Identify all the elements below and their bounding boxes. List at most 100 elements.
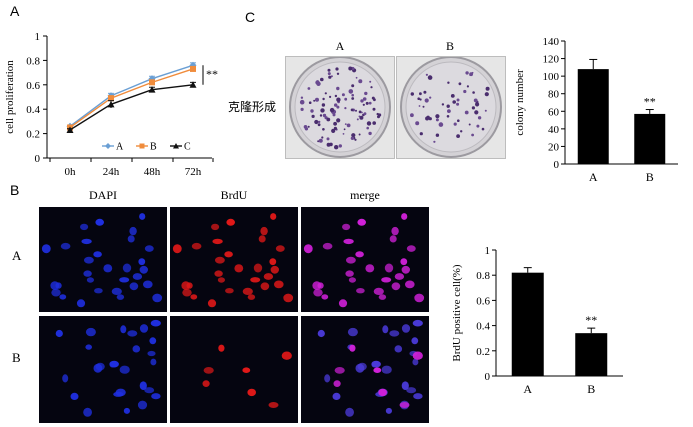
nucleus	[81, 238, 92, 245]
nucleus	[274, 280, 284, 289]
colony	[315, 80, 320, 85]
colony	[425, 73, 428, 76]
nucleus	[139, 213, 146, 220]
column-label-dapi: DAPI	[88, 188, 117, 202]
colony	[342, 133, 345, 135]
colony	[417, 97, 420, 100]
nucleus	[260, 282, 270, 291]
nucleus	[211, 223, 220, 231]
colony	[336, 86, 340, 91]
nucleus	[111, 287, 122, 295]
colony	[464, 110, 469, 115]
nucleus	[405, 280, 415, 289]
nucleus	[215, 256, 225, 264]
nucleus	[280, 324, 290, 332]
nucleus	[275, 245, 285, 252]
nucleus	[256, 400, 262, 406]
nucleus	[378, 388, 387, 397]
nucleus	[132, 273, 143, 280]
x-tick-label: B	[646, 170, 654, 184]
nucleus	[151, 393, 161, 400]
colony-formation-label: 克隆形成	[228, 100, 277, 114]
legend-marker	[173, 143, 179, 149]
colony	[326, 117, 331, 122]
nucleus	[381, 277, 392, 283]
y-tick-label: 0.4	[476, 321, 490, 333]
colony	[415, 121, 420, 126]
colony	[476, 124, 480, 128]
nucleus	[262, 364, 272, 370]
data-point	[149, 79, 155, 86]
colony	[429, 96, 432, 99]
colony	[314, 119, 319, 125]
nucleus	[270, 265, 279, 274]
nucleus	[203, 367, 214, 374]
colony	[481, 127, 485, 131]
y-tick-label: 0.8	[26, 55, 40, 67]
colony	[317, 140, 320, 143]
nucleus	[85, 327, 96, 337]
nucleus	[265, 348, 274, 353]
nucleus	[412, 351, 423, 360]
column-label-brdu: BrdU	[220, 188, 248, 202]
colony	[410, 92, 414, 96]
data-point	[189, 81, 197, 88]
colony	[418, 105, 421, 107]
nucleus	[349, 344, 356, 352]
colony	[351, 97, 355, 100]
legend-label: A	[116, 142, 124, 153]
nucleus	[406, 387, 417, 394]
colony	[358, 79, 363, 84]
nucleus	[387, 400, 393, 406]
nucleus	[217, 277, 225, 283]
nucleus	[234, 264, 244, 273]
series-line-b	[69, 68, 194, 129]
nucleus	[317, 329, 325, 338]
nucleus	[414, 293, 425, 303]
dish-label-a: A	[335, 39, 345, 53]
nucleus	[345, 270, 354, 277]
nucleus	[251, 372, 259, 377]
nucleus	[384, 263, 394, 273]
nucleus	[51, 288, 61, 297]
nucleus	[394, 345, 403, 353]
colony	[336, 105, 340, 109]
colony	[372, 107, 376, 111]
colony	[310, 109, 314, 113]
nucleus	[260, 226, 268, 236]
nucleus	[182, 288, 192, 297]
colony	[361, 111, 363, 114]
x-tick-label: A	[523, 382, 532, 396]
colony	[311, 114, 315, 118]
nucleus	[138, 258, 146, 266]
colony	[438, 122, 444, 127]
nucleus	[356, 288, 365, 294]
legend-label: C	[184, 142, 191, 153]
panel-label-b: B	[10, 182, 20, 198]
nucleus	[378, 294, 387, 300]
colony	[378, 113, 382, 117]
colony	[424, 98, 429, 103]
nucleus	[152, 293, 163, 303]
dapi-image-b	[39, 316, 167, 423]
colony	[468, 123, 471, 126]
nucleus	[283, 389, 293, 397]
y-tick-label: 0.6	[26, 80, 40, 92]
nucleus	[411, 337, 419, 345]
nucleus	[401, 324, 411, 333]
nucleus	[365, 264, 375, 273]
y-tick-label: 120	[543, 54, 560, 66]
nucleus	[127, 330, 138, 337]
nucleus	[94, 288, 103, 294]
proliferation-chart: 0 0.2 0.4 0.6 0.8 1 0h 24h 48h 72h cell proliferat…	[4, 31, 218, 178]
nucleus	[406, 245, 416, 252]
nucleus	[400, 258, 408, 266]
colony	[343, 128, 346, 131]
nucleus	[355, 251, 364, 258]
nucleus	[93, 251, 102, 258]
colony	[363, 112, 367, 116]
colony	[463, 89, 467, 94]
colony	[348, 89, 354, 94]
nucleus	[80, 223, 89, 231]
nucleus	[334, 367, 345, 374]
